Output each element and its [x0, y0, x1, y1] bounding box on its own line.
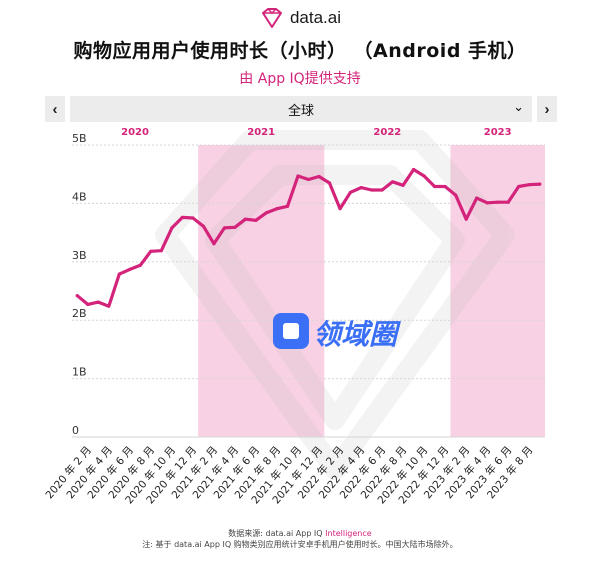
footer-note: 注: 基于 data.ai App IQ 购物类别应用统计安卓手机用户使用时长。… [142, 540, 458, 549]
data-point [443, 184, 447, 189]
data-point [433, 184, 437, 189]
data-point [243, 217, 248, 221]
data-point [170, 226, 174, 230]
year-label-2023: 2023 [484, 127, 512, 138]
data-point [506, 200, 510, 204]
year-label-2020: 2020 [121, 127, 149, 138]
data-point [75, 294, 79, 298]
data-point [317, 174, 321, 179]
data-point [496, 200, 500, 204]
data-point [306, 177, 311, 182]
data-point [359, 186, 363, 190]
data-point [128, 267, 132, 271]
data-point [390, 180, 395, 184]
data-point [422, 174, 426, 178]
data-point [464, 217, 468, 221]
brand-name: data.ai [289, 8, 342, 27]
year-band-2021 [198, 145, 325, 437]
footer-brand: Intelligence [325, 529, 372, 538]
data-point [212, 242, 216, 246]
data-point [338, 207, 342, 211]
data-point [159, 249, 163, 253]
watermark-text: 领域圈 [313, 318, 401, 351]
data-point [191, 216, 195, 220]
diamond-logo-icon [261, 8, 282, 28]
data-point [180, 215, 184, 220]
data-point [475, 196, 479, 200]
watermark-logo: 领域圈 [273, 313, 401, 351]
data-point [327, 181, 332, 185]
data-point [264, 211, 269, 215]
y-tick-label-2: 2B [72, 307, 87, 320]
y-tick-label-0: 0 [72, 424, 79, 437]
data-point [233, 225, 237, 229]
lingyuquan-logo-icon [273, 313, 309, 349]
chevron-down-icon: ⌄ [513, 100, 524, 115]
y-tick-label-4: 4B [72, 190, 87, 203]
data-point [107, 304, 111, 308]
data-point [296, 174, 300, 178]
region-select[interactable]: 全球 ⌄ [70, 96, 532, 122]
data-point [401, 183, 405, 187]
data-point [485, 201, 489, 205]
data-point [86, 302, 90, 307]
data-point [517, 184, 521, 189]
footer: 数据来源: data.ai App IQ Intelligence 注: 基于 … [0, 528, 600, 550]
data-point [285, 204, 290, 208]
data-point [222, 226, 227, 230]
y-tick-label-5: 5B [72, 132, 87, 145]
data-point [369, 188, 374, 192]
year-label-2021: 2021 [247, 127, 275, 138]
data-point [149, 249, 153, 253]
chart-subtitle: 由 App IQ提供支持 [239, 71, 361, 87]
year-label-2022: 2022 [373, 127, 401, 138]
y-tick-label-3: 3B [72, 249, 87, 262]
data-point [201, 224, 205, 228]
data-point [454, 193, 458, 197]
data-point [538, 182, 542, 186]
data-point [380, 188, 384, 192]
data-point [117, 272, 121, 276]
year-band-2023 [450, 145, 545, 437]
data-point [96, 300, 100, 304]
region-selected-value: 全球 [287, 103, 314, 119]
data-point [138, 263, 142, 267]
chart-title: 购物应用用户使用时长（小时） （Android 手机） [73, 40, 527, 62]
next-button[interactable]: › [537, 96, 557, 122]
brand-logo: data.ai [0, 6, 600, 30]
background-watermark [155, 130, 515, 480]
data-point [412, 167, 416, 172]
data-point [348, 190, 353, 194]
y-tick-label-1: 1B [72, 366, 87, 379]
data-point [527, 183, 531, 187]
data-point [254, 218, 258, 222]
footer-source: 数据来源: data.ai App IQ Intelligence [228, 529, 372, 538]
prev-button[interactable]: ‹ [45, 96, 65, 122]
data-point [275, 207, 279, 211]
